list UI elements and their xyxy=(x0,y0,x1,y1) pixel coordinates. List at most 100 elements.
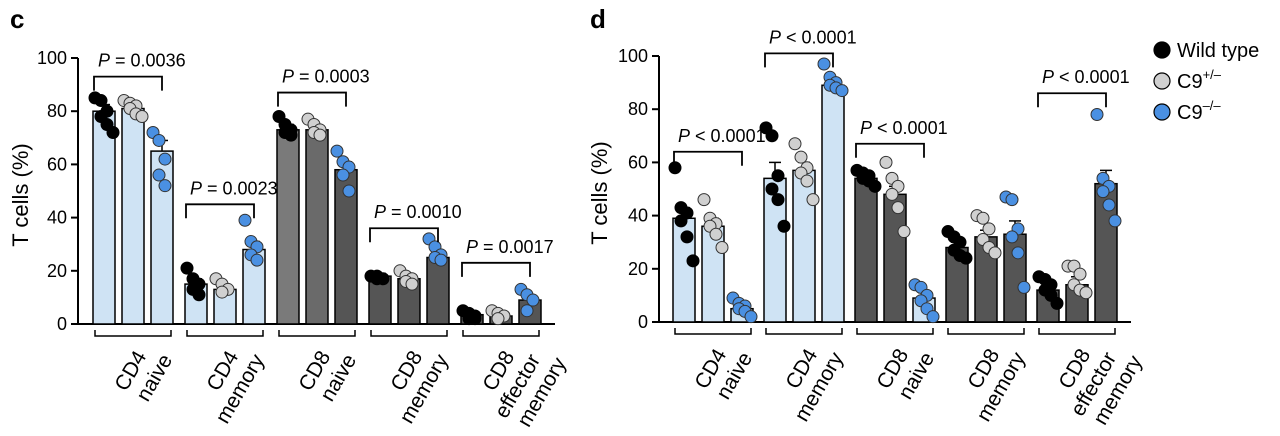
legend-label: C9+/– xyxy=(1177,67,1222,93)
data-point-c-4-2 xyxy=(526,293,540,307)
p-value-text: = 0.0010 xyxy=(386,202,462,222)
significance-bracket xyxy=(764,52,834,68)
p-value-text: < 0.0001 xyxy=(781,27,857,47)
data-point-d-2-0 xyxy=(868,179,882,193)
data-point-d-4-2 xyxy=(1090,108,1104,122)
data-point-d-2-1 xyxy=(897,225,911,239)
significance-bracket xyxy=(93,75,163,91)
category-bracket xyxy=(278,330,356,337)
bar-c-2-1 xyxy=(305,129,329,325)
data-point-c-0-0 xyxy=(106,125,120,139)
significance-bracket xyxy=(1037,92,1107,108)
data-point-c-2-2 xyxy=(330,144,344,158)
category-bracket xyxy=(674,328,752,335)
data-point-c-1-1 xyxy=(215,285,229,299)
data-point-d-4-2 xyxy=(1096,185,1110,199)
legend-marker xyxy=(1153,103,1171,121)
data-point-d-1-0 xyxy=(765,129,779,143)
p-value-text: = 0.0036 xyxy=(110,51,186,71)
category-label: CD8naive xyxy=(872,336,939,405)
data-point-d-1-1 xyxy=(788,137,802,151)
data-point-d-1-2 xyxy=(817,57,831,71)
data-point-d-1-0 xyxy=(777,219,791,233)
data-point-c-1-2 xyxy=(250,253,264,267)
data-point-c-0-2 xyxy=(158,179,172,193)
y-tick-label: 20 xyxy=(628,259,648,279)
data-point-c-4-2 xyxy=(520,304,534,318)
data-point-c-1-0 xyxy=(180,261,194,275)
y-tick-label: 0 xyxy=(638,312,648,332)
data-point-d-1-1 xyxy=(800,174,814,188)
data-point-d-0-2 xyxy=(744,310,758,324)
category-label: CD4memory xyxy=(190,338,269,428)
y-tick-label: 100 xyxy=(37,48,67,68)
data-point-c-0-2 xyxy=(158,152,172,166)
legend-name: C9 xyxy=(1177,102,1203,124)
category-label: CD4memory xyxy=(769,336,848,426)
p-value-symbol: P xyxy=(282,67,294,87)
legend-name: C9 xyxy=(1177,71,1203,93)
data-point-d-3-2 xyxy=(1005,193,1019,207)
data-point-c-3-2 xyxy=(434,253,448,267)
y-tick-label: 20 xyxy=(47,261,67,281)
p-value-symbol: P xyxy=(98,51,110,71)
data-point-d-0-1 xyxy=(697,193,711,207)
data-point-d-2-2 xyxy=(926,310,940,324)
data-point-d-4-0 xyxy=(1050,296,1064,310)
legend-label: C9–/– xyxy=(1177,98,1221,124)
bar-d-1-2 xyxy=(821,84,845,323)
y-axis-label: T cells (%) xyxy=(587,141,612,245)
legend-superscript: +/– xyxy=(1203,67,1222,82)
p-value-text: = 0.0003 xyxy=(294,67,370,87)
data-point-d-3-1 xyxy=(976,211,990,225)
panel-d: d T cells (%) 0 20 40 60 80 100 CD4naive CD4memor… xyxy=(587,4,1147,429)
bar-c-0-0 xyxy=(92,110,116,325)
p-value-symbol: P xyxy=(678,126,690,146)
data-point-d-1-0 xyxy=(771,193,785,207)
data-point-c-2-2 xyxy=(342,184,356,198)
p-value-label: P = 0.0023 xyxy=(190,178,278,198)
category-bracket xyxy=(947,328,1025,335)
significance-bracket xyxy=(369,227,439,243)
data-point-d-4-2 xyxy=(1108,214,1122,228)
data-point-c-3-1 xyxy=(405,277,419,291)
legend-label: Wild type xyxy=(1177,40,1259,62)
significance-bracket xyxy=(461,261,531,277)
panel-label: c xyxy=(10,4,24,34)
data-point-c-1-2 xyxy=(238,213,252,227)
bar-c-3-2 xyxy=(426,256,450,325)
data-point-d-2-1 xyxy=(879,155,893,169)
y-tick-label: 40 xyxy=(47,208,67,228)
data-point-c-2-0 xyxy=(284,128,298,142)
data-point-d-3-2 xyxy=(1011,246,1025,260)
category-bracket xyxy=(856,328,934,335)
legend-superscript: –/– xyxy=(1203,98,1222,113)
bar-d-0-1 xyxy=(701,225,725,323)
bar-c-2-0 xyxy=(276,129,300,325)
category-bracket xyxy=(370,330,448,337)
p-value-label: P = 0.0017 xyxy=(466,237,554,257)
p-value-symbol: P xyxy=(374,202,386,222)
data-point-d-2-1 xyxy=(891,201,905,215)
data-point-d-1-1 xyxy=(794,150,808,164)
bar-d-1-1 xyxy=(792,169,816,323)
data-point-d-4-1 xyxy=(1079,286,1093,300)
category-bracket xyxy=(186,330,264,337)
p-value-label: P = 0.0010 xyxy=(374,202,462,222)
p-value-symbol: P xyxy=(769,27,781,47)
data-point-d-0-0 xyxy=(668,161,682,175)
p-value-label: P = 0.0036 xyxy=(98,51,186,71)
bar-d-2-0 xyxy=(854,177,878,323)
data-point-d-3-2 xyxy=(1017,280,1031,294)
y-tick-label: 100 xyxy=(618,46,648,66)
bar-c-0-1 xyxy=(121,107,145,325)
data-point-c-2-1 xyxy=(313,128,327,142)
data-point-c-0-2 xyxy=(152,133,166,147)
legend-marker xyxy=(1153,72,1171,90)
p-value-text: < 0.0001 xyxy=(690,126,766,146)
p-value-symbol: P xyxy=(466,237,478,257)
data-point-d-3-1 xyxy=(982,222,996,236)
category-bracket xyxy=(765,328,843,335)
p-value-label: P < 0.0001 xyxy=(769,27,857,47)
